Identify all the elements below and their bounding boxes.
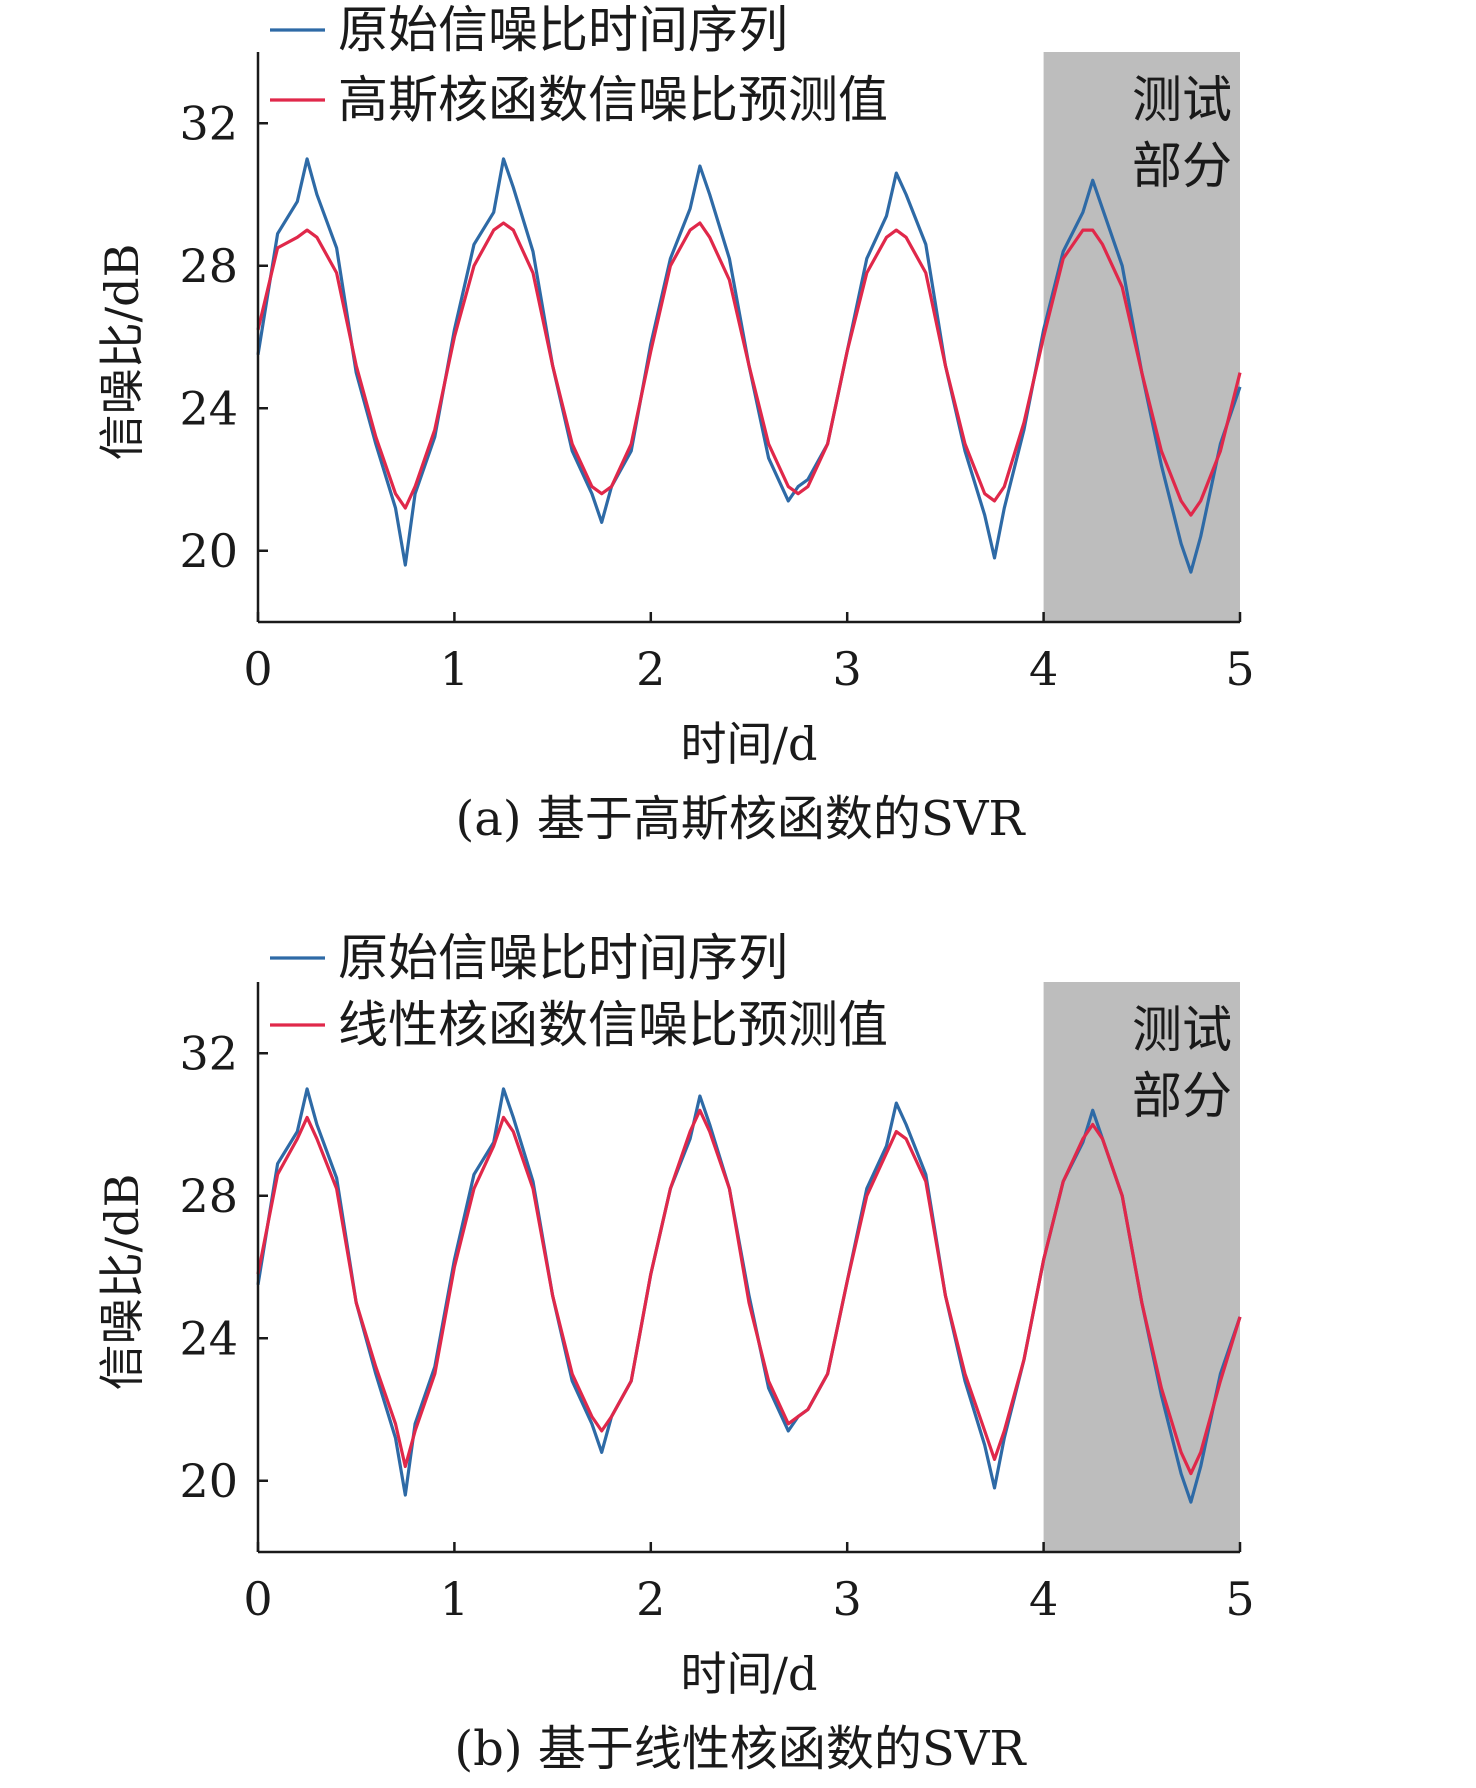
y-tick-label: 28 — [179, 239, 238, 293]
x-tick-label: 4 — [1029, 642, 1058, 696]
x-tick-label: 2 — [636, 1572, 665, 1626]
y-axis-label: 信噪比/dB — [95, 1174, 149, 1391]
x-axis-label: 时间/d — [681, 1647, 818, 1701]
legend-label: 高斯核函数信噪比预测值 — [338, 71, 888, 129]
y-tick-label: 28 — [179, 1169, 238, 1223]
test-region-label: 测试 — [1132, 71, 1232, 129]
x-tick-label: 4 — [1029, 1572, 1058, 1626]
y-tick-label: 20 — [179, 524, 238, 578]
x-axis-label: 时间/d — [681, 717, 818, 771]
test-region-shade — [1043, 52, 1240, 622]
figure-caption: (b) 基于线性核函数的SVR — [454, 1721, 1027, 1777]
predicted-series-line — [256, 1108, 1242, 1476]
legend-label: 原始信噪比时间序列 — [338, 929, 788, 987]
figure-caption: (a) 基于高斯核函数的SVR — [455, 791, 1026, 847]
y-tick-label: 24 — [179, 381, 238, 435]
x-tick-label: 1 — [440, 642, 469, 696]
y-axis-label: 信噪比/dB — [95, 244, 149, 461]
x-tick-label: 5 — [1225, 1572, 1254, 1626]
x-tick-label: 2 — [636, 642, 665, 696]
x-tick-label: 3 — [833, 642, 862, 696]
x-tick-label: 3 — [833, 1572, 862, 1626]
test-region-label: 部分 — [1132, 1067, 1232, 1125]
test-region-label: 部分 — [1132, 137, 1232, 195]
legend-label: 线性核函数信噪比预测值 — [338, 996, 888, 1054]
x-tick-label: 0 — [243, 1572, 272, 1626]
test-region-label: 测试 — [1132, 1001, 1232, 1059]
x-tick-label: 1 — [440, 1572, 469, 1626]
x-tick-label: 5 — [1225, 642, 1254, 696]
test-region-shade — [1043, 982, 1240, 1552]
y-tick-label: 32 — [179, 96, 238, 150]
x-tick-label: 0 — [243, 642, 272, 696]
predicted-series-line — [256, 221, 1242, 517]
y-tick-label: 20 — [179, 1454, 238, 1508]
y-tick-label: 32 — [179, 1026, 238, 1080]
legend-label: 原始信噪比时间序列 — [338, 1, 788, 59]
y-tick-label: 24 — [179, 1311, 238, 1365]
